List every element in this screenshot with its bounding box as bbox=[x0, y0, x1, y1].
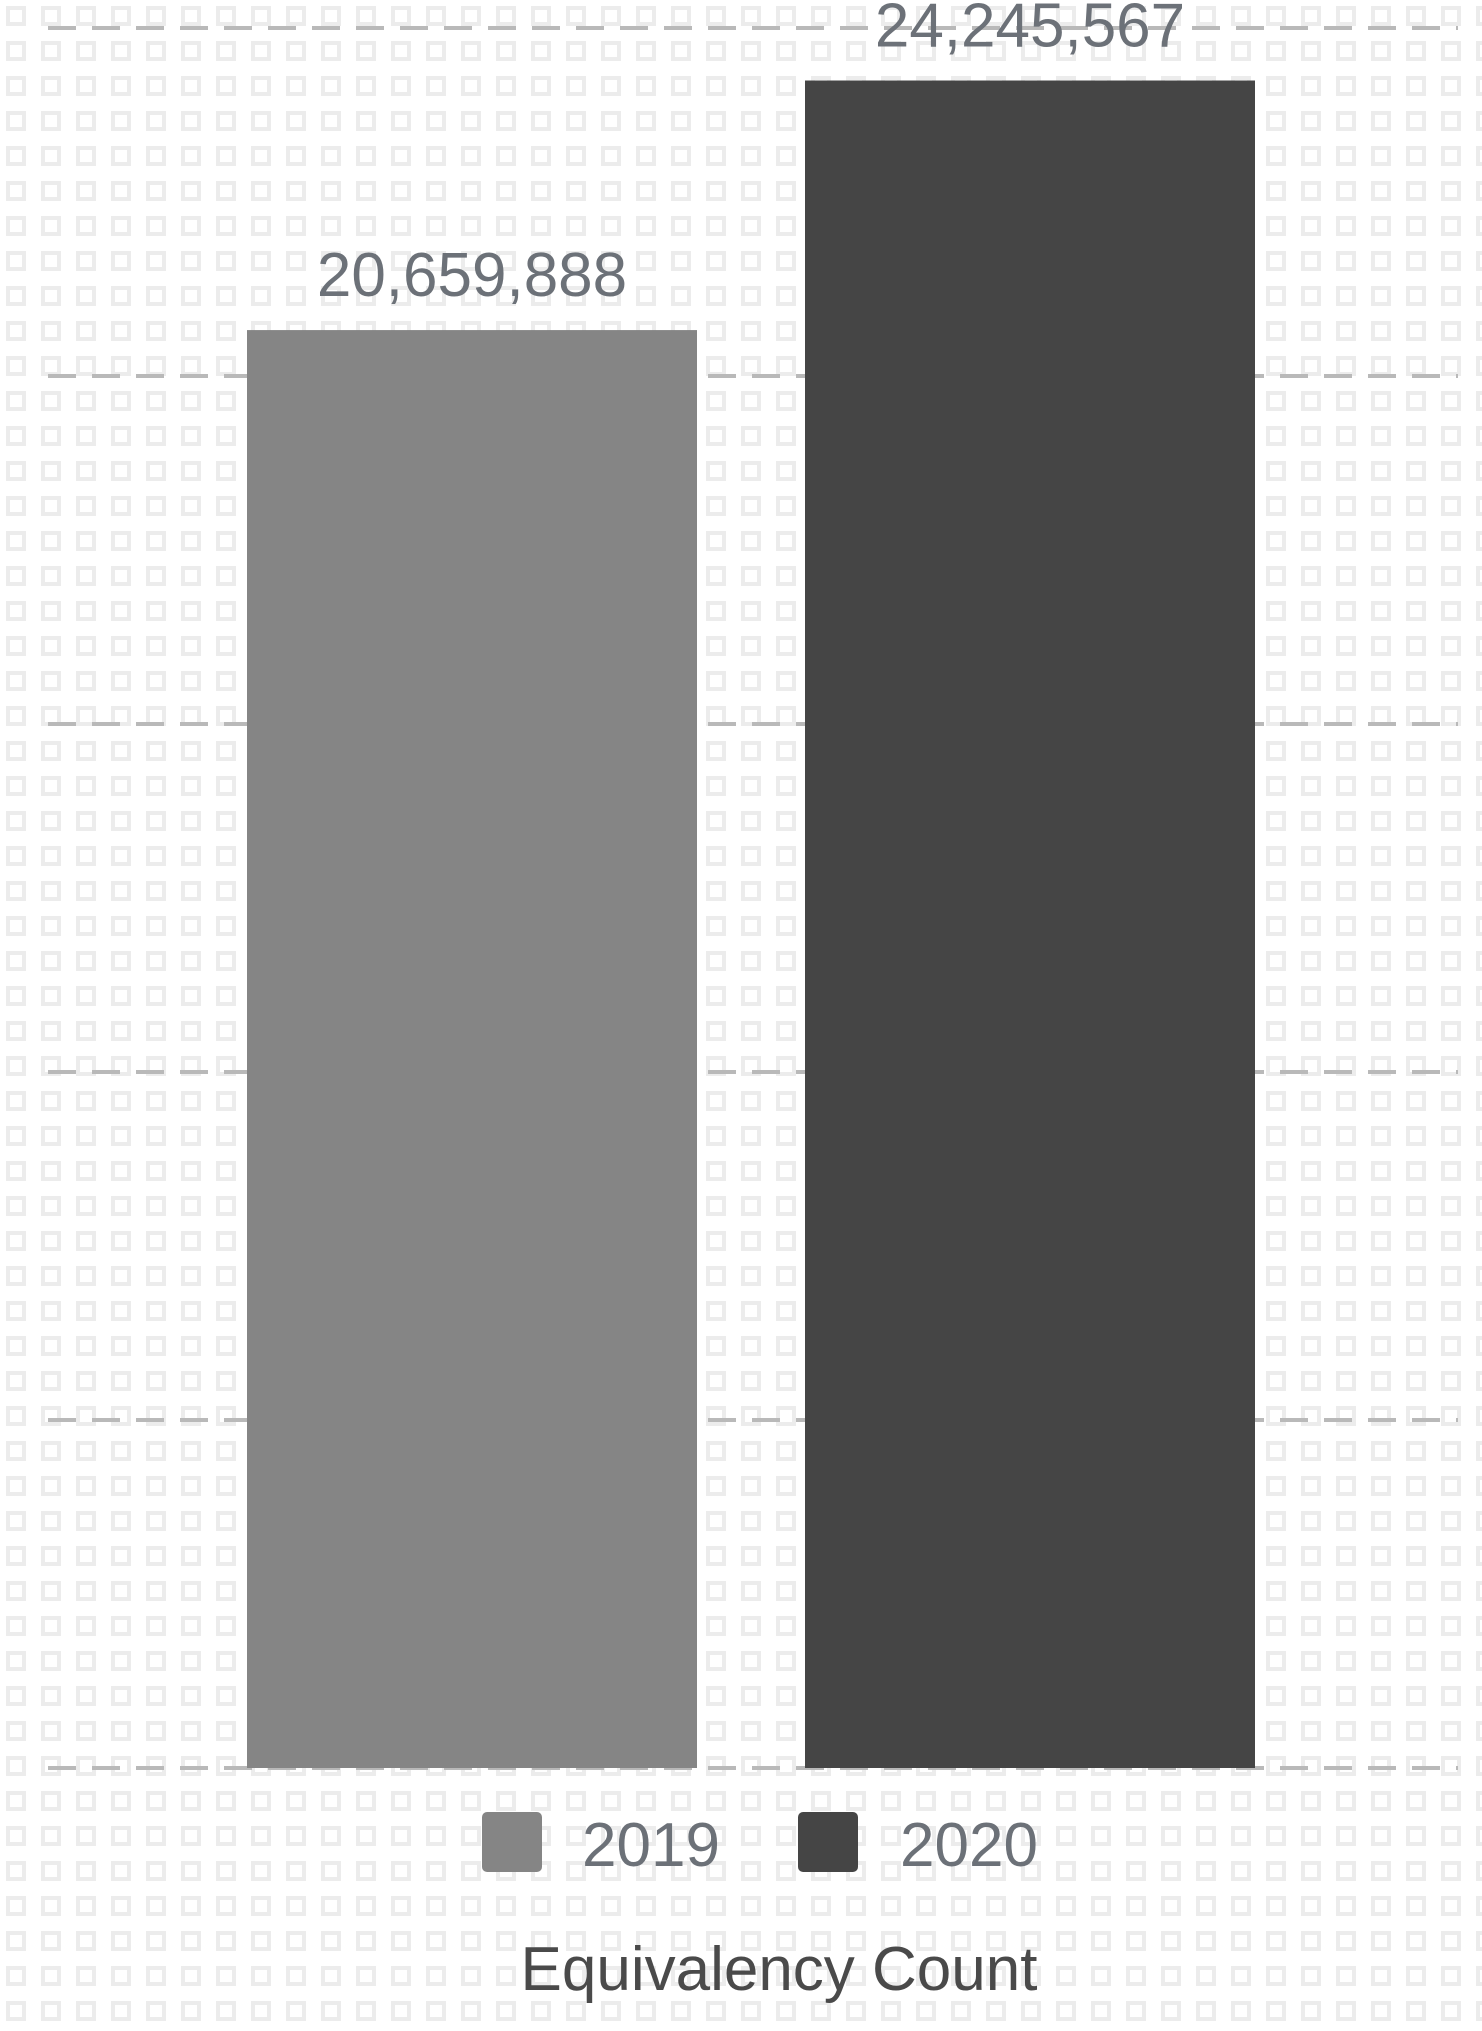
legend-swatch-2019 bbox=[482, 1812, 542, 1872]
legend-label-2019: 2019 bbox=[582, 1811, 720, 1880]
data-label-2020: 24,245,567 bbox=[875, 0, 1185, 61]
legend-swatch-2020 bbox=[798, 1812, 858, 1872]
legend: 2019 2020 bbox=[482, 1811, 1038, 1880]
bar-2019 bbox=[247, 330, 697, 1769]
bar-2020 bbox=[805, 80, 1255, 1768]
data-labels: 20,659,888 24,245,567 bbox=[317, 0, 1185, 310]
legend-label-2020: 2020 bbox=[900, 1811, 1038, 1880]
x-axis-label: Equivalency Count bbox=[521, 1935, 1038, 2004]
bars bbox=[247, 80, 1255, 1769]
data-label-2019: 20,659,888 bbox=[317, 241, 627, 310]
